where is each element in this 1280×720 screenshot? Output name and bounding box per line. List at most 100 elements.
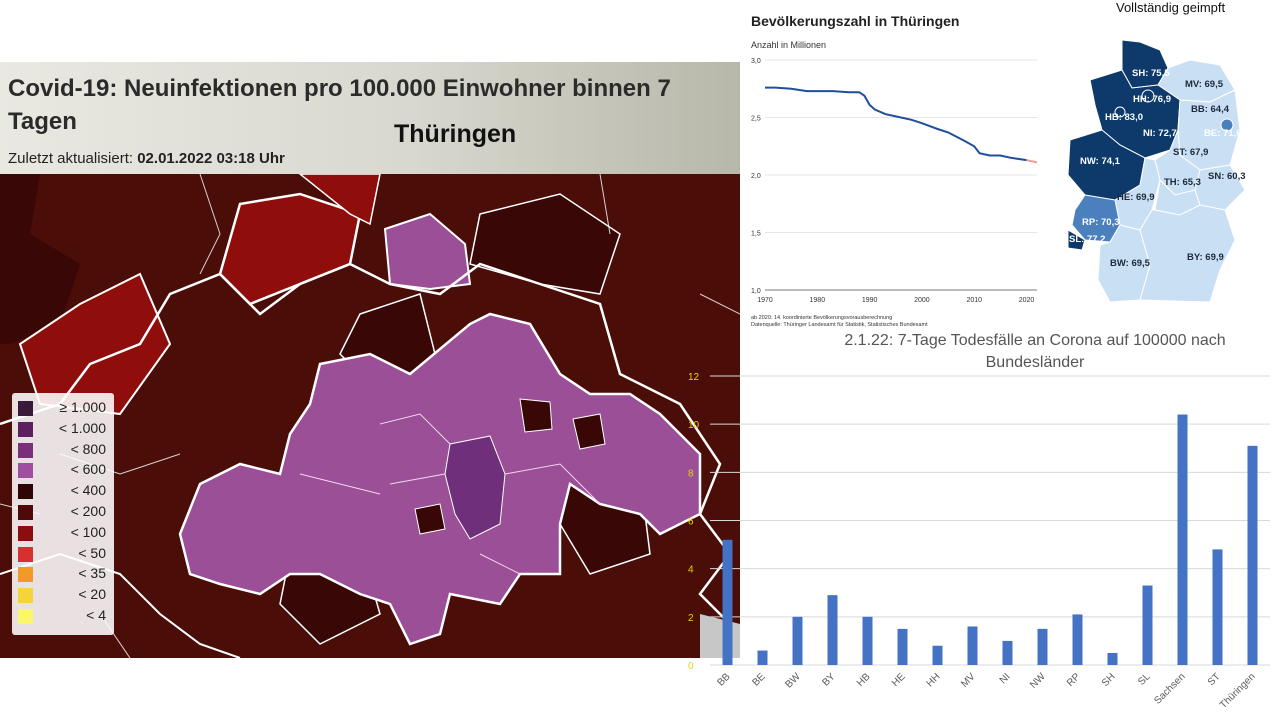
map-district-borders xyxy=(0,174,740,658)
pop-x-tick: 1990 xyxy=(862,297,878,304)
deaths-bar xyxy=(757,650,768,665)
state-BY xyxy=(1139,204,1236,303)
legend-item: < 50 xyxy=(18,545,112,565)
deaths-x-tick: SL xyxy=(1136,671,1153,688)
vaccination-state-label: RP: 70,3 xyxy=(1082,217,1120,228)
deaths-x-tick: RP xyxy=(1065,671,1083,689)
deaths-x-tick: HE xyxy=(890,671,908,689)
population-note: ab 2020: 14. koordinierte Bevölkerungsvo… xyxy=(751,315,893,321)
legend-swatch xyxy=(18,463,33,479)
deaths-bar xyxy=(792,616,803,665)
vaccination-state-label: HE: 69,9 xyxy=(1117,192,1155,203)
pop-y-tick: 1,5 xyxy=(751,231,761,238)
deaths-chart-title: 2.1.22: 7-Tage Todesfälle an Corona auf … xyxy=(844,332,1226,371)
legend-label: < 4 xyxy=(86,607,106,623)
map-district xyxy=(519,398,553,433)
deaths-x-tick: NI xyxy=(998,671,1013,686)
map-district xyxy=(469,193,621,295)
pop-x-tick: 2020 xyxy=(1019,297,1035,304)
deaths-chart: 0 2 4 6 8 10 12 BB BE BW BY HB HE HH MV NI NW RP SH SL Sachs… xyxy=(688,372,1270,711)
legend-label: < 1.000 xyxy=(58,419,106,436)
deaths-y-tick: 6 xyxy=(688,517,694,528)
deaths-x-tick: BW xyxy=(783,671,803,691)
map-district xyxy=(18,272,172,416)
state-HB xyxy=(1114,106,1126,118)
pop-y-tick: 3,0 xyxy=(751,58,761,65)
pop-y-tick: 2,0 xyxy=(751,173,761,180)
map-district xyxy=(0,174,80,344)
map-region-label: Thüringen xyxy=(394,120,517,148)
deaths-y-tick: 4 xyxy=(688,565,694,576)
legend-swatch xyxy=(18,401,33,416)
legend-swatch xyxy=(18,505,33,520)
legend-label: < 600 xyxy=(70,461,106,478)
deaths-x-tick: BE xyxy=(750,671,767,688)
pop-x-tick: 2010 xyxy=(966,297,982,304)
vaccination-state-label: BB: 64,4 xyxy=(1191,104,1230,115)
deaths-y-tick: 12 xyxy=(688,372,700,383)
map-district xyxy=(414,503,446,535)
pop-x-tick: 1980 xyxy=(810,297,826,304)
deaths-bar xyxy=(722,539,733,665)
vaccination-title: Vollständig geimpft xyxy=(1116,0,1226,15)
deaths-x-tick: ST xyxy=(1206,671,1223,688)
legend-item: < 200 xyxy=(18,503,112,523)
map-updated-label: Zuletzt aktualisiert: xyxy=(8,150,134,167)
deaths-bar xyxy=(862,616,873,665)
legend-item: < 400 xyxy=(18,482,112,502)
vaccination-state-label: SL: 77,2 xyxy=(1069,234,1105,245)
map-district xyxy=(572,413,606,450)
vaccination-state-label: HH: 76,9 xyxy=(1133,94,1171,105)
vaccination-state-label: TH: 65,3 xyxy=(1164,177,1201,188)
deaths-y-tick: 0 xyxy=(688,661,694,672)
legend-label: < 800 xyxy=(70,440,106,457)
deaths-x-tick: Thüringen xyxy=(1218,671,1258,711)
vaccination-state-label: SH: 75,5 xyxy=(1132,68,1170,79)
vaccination-state-label: NI: 72,7 xyxy=(1143,128,1177,139)
legend-label: < 50 xyxy=(78,544,106,561)
vaccination-state-label: BW: 69,5 xyxy=(1110,258,1151,269)
deaths-y-tick: 10 xyxy=(688,420,700,431)
vaccination-labels: SH: 75,5 MV: 69,5 HH: 76,9 HB: 83,0 BB: 64,4… xyxy=(1069,68,1246,269)
legend-label: < 200 xyxy=(70,503,106,519)
pop-y-tick: 1,0 xyxy=(751,288,761,295)
legend-label: ≥ 1.000 xyxy=(59,399,106,415)
incidence-map xyxy=(0,174,740,658)
legend-label: < 20 xyxy=(78,586,106,603)
deaths-y-tick: 8 xyxy=(688,468,694,479)
legend-item: ≥ 1.000 xyxy=(18,399,112,419)
population-projection-line xyxy=(1026,159,1038,164)
vaccination-map: SH: 75,5 MV: 69,5 HH: 76,9 HB: 83,0 BB: 64,4… xyxy=(1067,39,1246,303)
legend-swatch xyxy=(18,525,33,541)
deaths-bar xyxy=(1037,628,1048,665)
deaths-bar xyxy=(1142,585,1153,665)
deaths-bar xyxy=(1002,640,1013,665)
legend-item: < 20 xyxy=(18,586,112,606)
deaths-x-tick: MV xyxy=(959,671,978,690)
deaths-bar xyxy=(1247,445,1258,665)
map-updated: Zuletzt aktualisiert: 02.01.2022 03:18 U… xyxy=(8,150,285,167)
vaccination-state-label: MV: 69,5 xyxy=(1185,79,1224,90)
legend-label: < 400 xyxy=(70,482,106,499)
legend-item: < 800 xyxy=(18,441,112,461)
deaths-bar xyxy=(1212,549,1223,665)
legend-swatch xyxy=(18,567,33,583)
deaths-x-tick: Sachsen xyxy=(1152,671,1187,706)
vaccination-state-label: BY: 69,9 xyxy=(1187,252,1224,263)
pop-x-tick: 1970 xyxy=(757,297,773,304)
legend-label: < 35 xyxy=(78,565,106,582)
deaths-x-tick: HH xyxy=(925,671,943,689)
vaccination-state-label: BE: 71,6 xyxy=(1204,128,1242,139)
deaths-bar xyxy=(827,595,838,665)
legend-swatch xyxy=(18,588,33,604)
deaths-y-tick: 2 xyxy=(688,613,694,624)
deaths-x-tick: SH xyxy=(1100,671,1118,689)
deaths-bar xyxy=(967,626,978,665)
population-source: Datenquelle: Thüringer Landesamt für Sta… xyxy=(751,322,928,328)
map-state-border xyxy=(0,262,740,635)
legend-swatch xyxy=(18,546,33,562)
map-updated-value: 02.01.2022 03:18 Uhr xyxy=(137,150,285,167)
population-y-axis-label: Anzahl in Millionen xyxy=(751,40,827,50)
vaccination-state-label: SN: 60,3 xyxy=(1208,171,1246,182)
legend-swatch xyxy=(18,421,33,437)
